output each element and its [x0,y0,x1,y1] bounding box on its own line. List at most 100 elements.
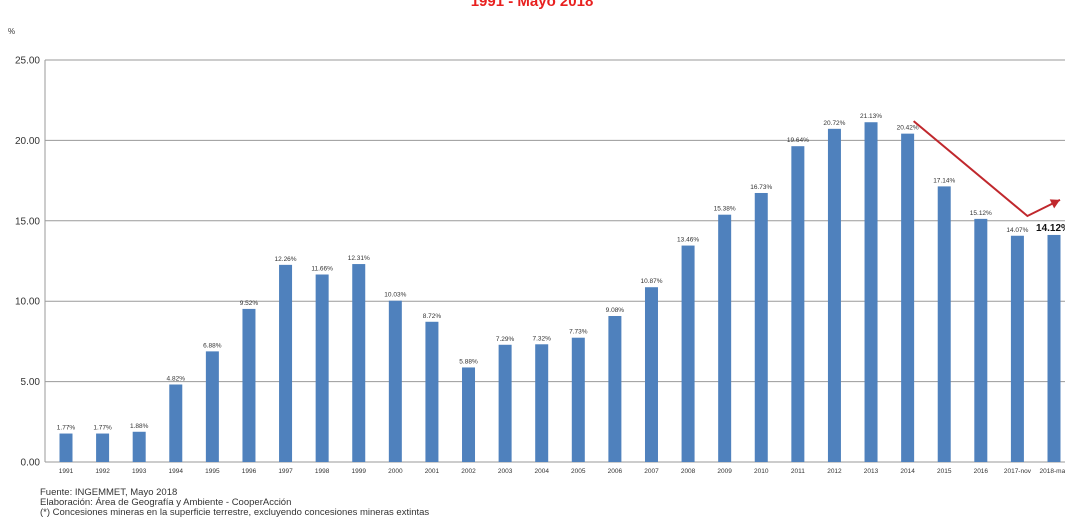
data-label: 6.88% [203,342,222,349]
x-tick-label: 1991 [59,468,74,475]
data-label: 9.52% [240,300,259,307]
bar [96,433,110,462]
data-label: 14.12% [1036,223,1065,234]
data-label: 10.03% [384,292,406,299]
trend-arrow-head [1049,199,1060,209]
data-label: 11.66% [311,266,333,273]
x-tick-label: 2010 [754,468,769,475]
bar [498,344,512,462]
x-tick-label: 2015 [937,468,952,475]
bar [425,321,439,462]
bar [132,431,146,462]
data-label: 10.87% [640,278,662,285]
trend-arrow-line [912,120,1061,218]
bar [608,315,622,462]
bars [59,122,1061,463]
data-label: 1.77% [93,425,112,432]
x-tick-label: 2002 [461,468,476,475]
bar [315,274,329,462]
bar [571,337,585,462]
bar [791,146,805,463]
data-label: 7.73% [569,329,588,336]
bar [242,308,256,462]
data-label: 17.14% [933,177,955,184]
x-tick-label: 2005 [571,468,586,475]
data-label: 20.42% [897,125,919,132]
data-label: 20.72% [823,120,845,127]
y-tick-label: 0.00 [21,458,41,469]
elaboration-note: Elaboración: Área de Geografía y Ambient… [40,497,292,508]
x-axis-ticks: 1991 1992 1993 1994 1995 1996 1997 1998 1999 2000… [59,468,1065,475]
x-tick-label: 1995 [205,468,220,475]
x-tick-label: 1993 [132,468,147,475]
data-label: 14.07% [1006,227,1028,234]
x-tick-label: 2000 [388,468,403,475]
bar [388,300,402,462]
x-tick-label: 2004 [534,468,549,475]
bar [535,344,549,462]
bar [827,128,841,463]
trend-arrow [912,120,1061,218]
x-tick-label: 1992 [95,468,110,475]
bar [974,218,988,462]
bar [864,122,878,462]
x-tick-label: 2011 [791,468,805,475]
data-label: 16.73% [750,184,772,191]
y-tick-label: 25.00 [15,56,40,67]
bar [462,367,476,462]
x-tick-label: 1996 [242,468,257,475]
x-tick-label: 2013 [864,468,879,475]
y-tick-label: 20.00 [15,136,40,147]
y-tick-label: 5.00 [21,377,41,388]
bar [279,264,293,462]
x-tick-label: 1999 [352,468,367,475]
x-tick-label: 2009 [717,468,732,475]
chart-title: 1991 - Mayo 2018 [471,0,594,10]
x-tick-label: 2018-may [1040,468,1065,475]
x-tick-label: 2017-nov [1004,468,1032,475]
data-label: 5.88% [459,358,478,365]
data-label: 12.26% [275,256,297,263]
bar [754,192,768,462]
bar [937,186,951,462]
x-tick-label: 2016 [974,468,989,475]
x-tick-label: 1994 [169,468,184,475]
data-label: 19.64% [787,137,809,144]
bar [205,351,219,462]
bar [718,214,732,462]
source-note: Fuente: INGEMMET, Mayo 2018 [40,487,178,498]
data-label: 1.88% [130,423,149,430]
x-tick-label: 2012 [827,468,842,475]
x-tick-label: 2001 [425,468,440,475]
bar [644,287,658,462]
bar [59,433,73,462]
data-label: 15.12% [970,210,992,217]
data-label: 13.46% [677,237,699,244]
data-label: 9.08% [606,307,625,314]
bar [1010,235,1024,462]
data-label: 15.38% [714,206,736,213]
data-labels: 1.77% 1.77% 1.88% 4.82% 6.88% 9.52% 12.26% 11.6… [57,113,1065,431]
chart-footer: Fuente: INGEMMET, Mayo 2018 Elaboración:… [40,488,429,518]
x-tick-label: 1997 [278,468,293,475]
x-tick-label: 2014 [900,468,915,475]
bar [1047,234,1061,462]
x-tick-label: 1998 [315,468,330,475]
data-label: 1.77% [57,425,76,432]
data-label: 21.13% [860,113,882,120]
x-tick-label: 2007 [644,468,659,475]
x-tick-label: 2006 [608,468,623,475]
footnote: (*) Concesiones mineras en la superficie… [40,507,430,518]
data-label: 7.32% [532,335,551,342]
y-tick-label: 10.00 [15,297,40,308]
data-label: 7.29% [496,336,515,343]
data-label: 12.31% [348,255,370,262]
bar [352,264,366,462]
x-tick-label: 2008 [681,468,696,475]
y-axis-ticks: 0.00 5.00 10.00 15.00 20.00 25.00 [15,56,40,469]
y-tick-label: 15.00 [15,216,40,227]
data-label: 4.82% [167,375,186,382]
bar [681,245,695,462]
y-axis-unit-label: % [8,27,15,36]
